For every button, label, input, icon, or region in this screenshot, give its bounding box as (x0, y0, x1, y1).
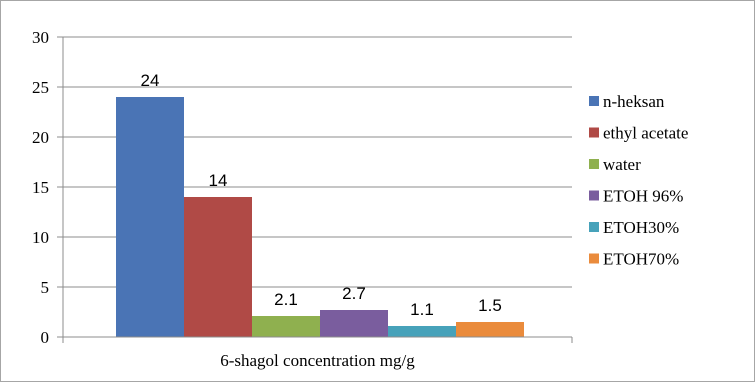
y-tick-label: 30 (32, 28, 49, 47)
data-label: 2.7 (342, 284, 366, 303)
legend-swatch (589, 96, 599, 106)
legend-entry: ETOH30% (603, 218, 679, 237)
axes (62, 37, 573, 343)
bars (116, 97, 524, 337)
legend-entry: ETOH 96% (603, 187, 683, 206)
data-label: 14 (209, 171, 228, 190)
legend-swatch (589, 127, 599, 138)
x-axis-label: 6-shagol concentration mg/g (220, 351, 415, 370)
legend-swatch (589, 190, 599, 201)
legend-swatch (589, 159, 599, 169)
bar-ethyl-acetate (184, 197, 252, 337)
legend-entry: ethyl acetate (603, 124, 688, 143)
y-tick-label: 20 (32, 128, 49, 147)
legend-entry: n-heksan (603, 92, 665, 111)
legend-entry: water (603, 155, 641, 174)
y-tick-label: 15 (32, 178, 49, 197)
bar-etoh30- (388, 326, 456, 337)
y-tick-label: 10 (32, 228, 49, 247)
y-tick-label: 5 (41, 278, 50, 297)
data-labels: 24 14 2.1 2.7 1.1 1.5 (141, 71, 502, 319)
y-axis-ticks: 0 5 10 15 20 25 30 (32, 28, 63, 347)
data-label: 2.1 (274, 290, 298, 309)
y-tick-label: 0 (41, 328, 50, 347)
data-label: 1.5 (478, 296, 502, 315)
bar-water (252, 316, 320, 337)
data-label: 24 (141, 71, 160, 90)
bar-n-heksan (116, 97, 184, 337)
legend: n-heksan ethyl acetate water ETOH 96% ETOH30… (589, 92, 688, 269)
bar-etoh-96- (320, 310, 388, 337)
y-tick-label: 25 (32, 78, 49, 97)
legend-swatch (589, 253, 599, 264)
legend-entry: ETOH70% (603, 250, 679, 269)
bar-etoh70- (456, 322, 524, 337)
legend-swatch (589, 222, 599, 232)
data-label: 1.1 (410, 300, 434, 319)
